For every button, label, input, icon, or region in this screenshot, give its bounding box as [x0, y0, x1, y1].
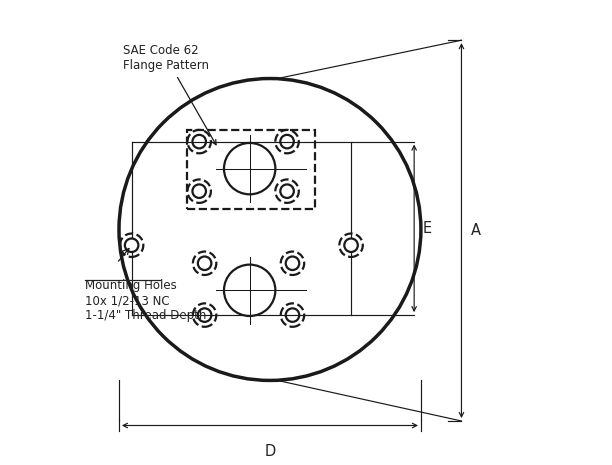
Text: SAE Code 62
Flange Pattern: SAE Code 62 Flange Pattern — [124, 44, 216, 145]
Bar — [187, 130, 315, 209]
Text: Mounting Holes
10x 1/2-13 NC
1-1/4" Thread Depth: Mounting Holes 10x 1/2-13 NC 1-1/4" Thre… — [85, 279, 207, 322]
Text: E: E — [422, 221, 431, 236]
Text: D: D — [264, 444, 275, 458]
Text: A: A — [471, 223, 482, 238]
